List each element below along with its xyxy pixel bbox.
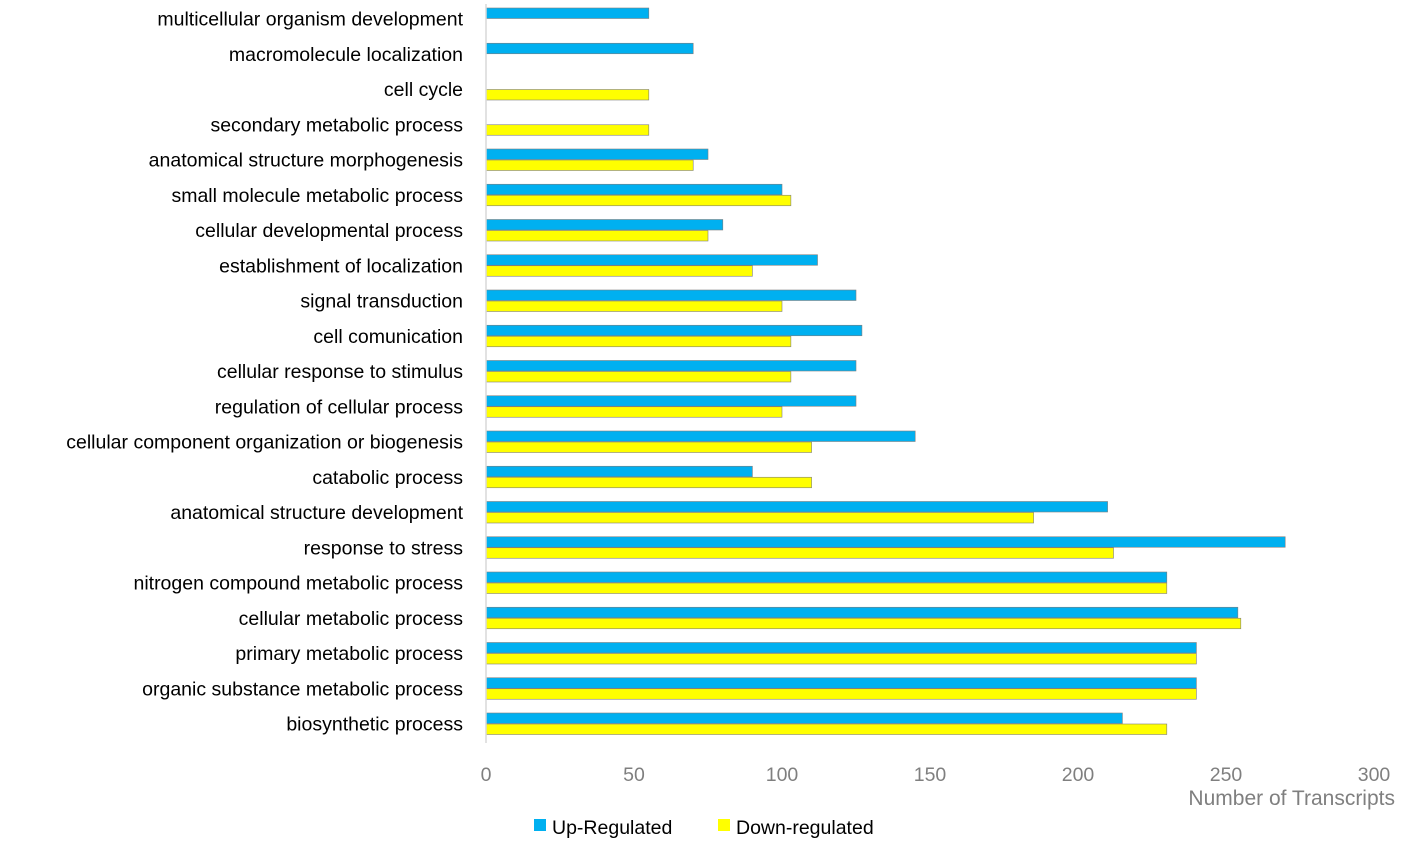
x-axis-title: Number of Transcripts [1188, 787, 1395, 810]
down-regulated-bar [485, 723, 1168, 735]
category-label: small molecule metabolic process [171, 185, 463, 207]
category-label: anatomical structure development [170, 502, 463, 524]
category-label: establishment of localization [219, 255, 463, 277]
down-regulated-bar [485, 617, 1242, 630]
x-tick-label: 50 [623, 764, 645, 786]
x-tick-label: 300 [1358, 764, 1391, 786]
category-label: cell cycle [384, 79, 463, 101]
down-regulated-bar [485, 406, 783, 418]
x-tick-labels: 0 50 100 150 200 250 300 [481, 764, 1391, 786]
down-regulated-bar [485, 89, 650, 101]
legend-label-up-regulated: Up-Regulated [552, 817, 672, 839]
down-regulated-bar [485, 371, 792, 383]
up-regulated-bar [485, 148, 709, 160]
up-regulated-bar [485, 395, 857, 407]
up-regulated-bar [485, 219, 724, 231]
down-regulated-bar [485, 476, 812, 489]
category-labels: multicellular organism development macrom… [66, 9, 463, 736]
category-label: signal transduction [300, 291, 463, 313]
up-regulated-bar [485, 465, 753, 478]
x-tick-label: 200 [1062, 764, 1095, 786]
legend-swatch-down-regulated [718, 819, 730, 831]
legend-label-down-regulated: Down-regulated [736, 817, 874, 839]
category-label: cellular developmental process [195, 220, 463, 242]
down-regulated-bar [485, 688, 1197, 700]
down-regulated-bar [485, 582, 1168, 594]
down-regulated-bar [485, 265, 753, 277]
x-tick-label: 250 [1210, 764, 1243, 786]
x-tick-label: 150 [914, 764, 947, 786]
up-regulated-bar [485, 501, 1108, 513]
category-label: secondary metabolic process [210, 114, 463, 136]
down-regulated-bar [485, 230, 709, 242]
legend: Up-Regulated Down-regulated [534, 817, 874, 839]
category-label: response to stress [304, 537, 464, 559]
category-label: cellular component organization or bioge… [66, 432, 463, 454]
category-label: regulation of cellular process [215, 396, 463, 418]
category-label: nitrogen compound metabolic process [133, 573, 463, 595]
up-regulated-bar [485, 42, 694, 55]
down-regulated-bar [485, 300, 783, 312]
category-label: anatomical structure morphogenesis [149, 150, 464, 172]
up-regulated-bar [485, 289, 857, 301]
up-regulated-bar [485, 606, 1239, 619]
category-label: cell comunication [313, 326, 463, 348]
up-regulated-bar [485, 324, 863, 337]
up-regulated-bar [485, 254, 818, 266]
category-label: primary metabolic process [235, 643, 463, 665]
x-tick-label: 0 [481, 764, 492, 786]
up-regulated-bar [485, 677, 1197, 689]
up-regulated-bar [485, 642, 1197, 654]
category-label: macromolecule localization [229, 44, 463, 66]
category-label: multicellular organism development [157, 9, 463, 31]
down-regulated-bar [485, 512, 1034, 524]
category-label: cellular response to stimulus [217, 361, 463, 383]
legend-swatch-up-regulated [534, 819, 546, 831]
up-regulated-bar [485, 360, 857, 372]
up-regulated-bar [485, 536, 1286, 548]
down-regulated-bar [485, 159, 694, 171]
down-regulated-bar [485, 653, 1197, 665]
up-regulated-bar [485, 712, 1123, 724]
down-regulated-bar [485, 441, 812, 453]
up-regulated-bar [485, 571, 1168, 583]
up-regulated-bar [485, 183, 783, 196]
down-regulated-bar [485, 547, 1114, 559]
down-regulated-bar [485, 335, 792, 348]
down-regulated-bar [485, 194, 792, 207]
down-regulated-bar [485, 124, 650, 136]
category-label: catabolic process [312, 467, 463, 489]
x-tick-label: 100 [766, 764, 799, 786]
category-label: cellular metabolic process [239, 608, 464, 630]
bars-group [485, 7, 1286, 735]
up-regulated-bar [485, 430, 916, 442]
category-label: organic substance metabolic process [142, 678, 463, 700]
up-regulated-bar [485, 7, 650, 19]
category-label: biosynthetic process [286, 714, 463, 736]
